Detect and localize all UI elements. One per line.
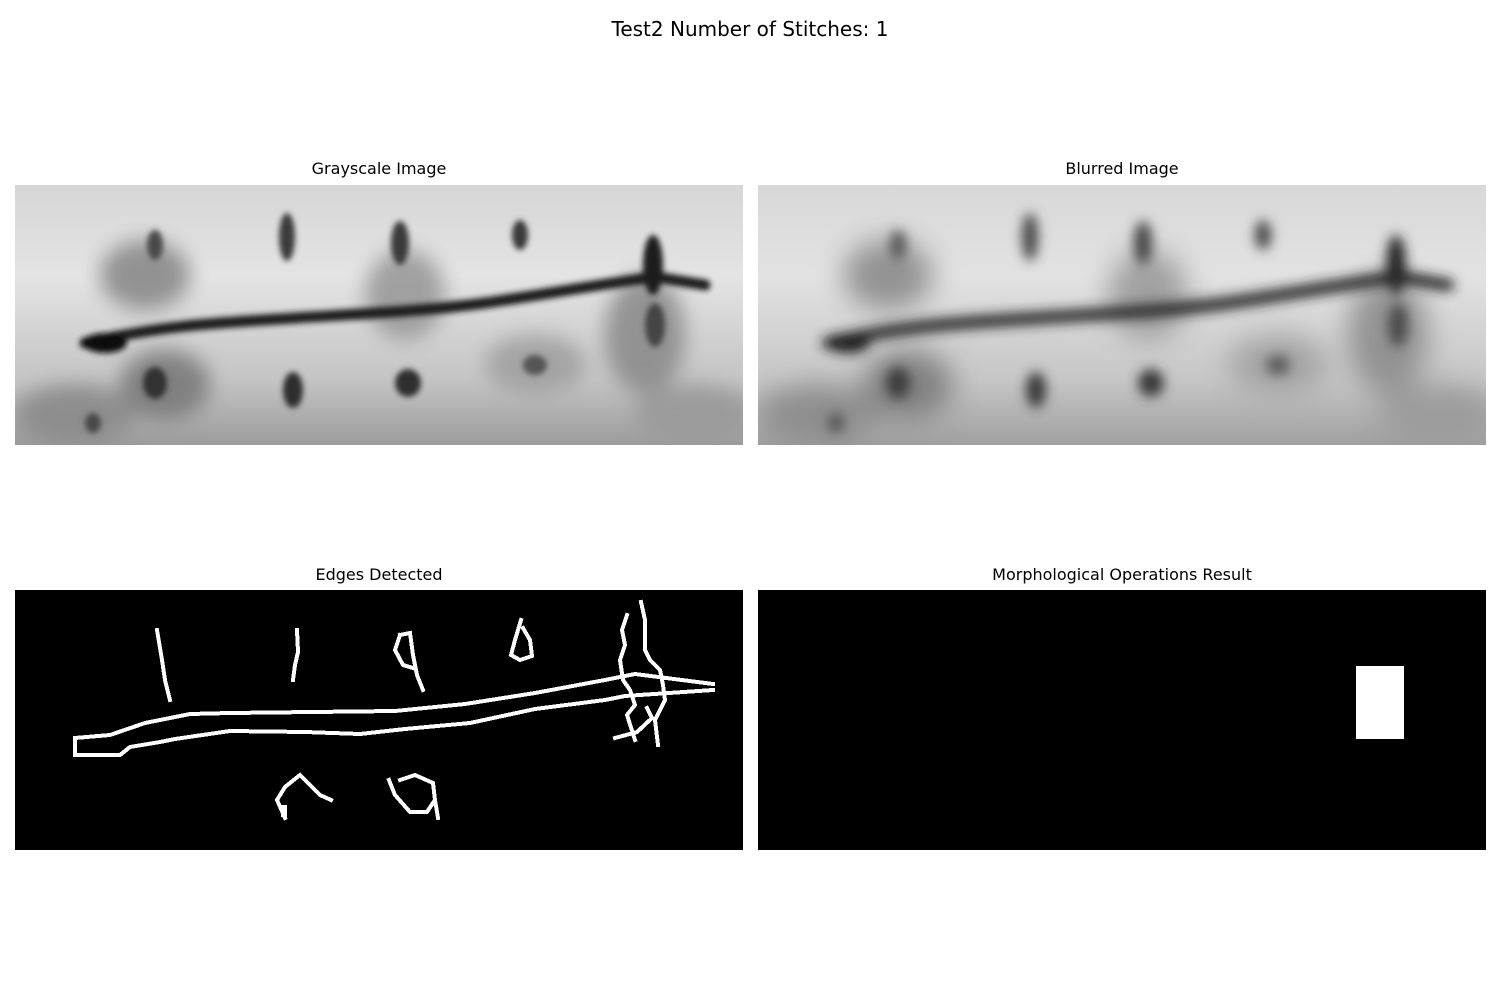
morphology-image (758, 590, 1486, 850)
blurred-image (758, 185, 1486, 445)
detected-stitch-region (1356, 666, 1404, 739)
grayscale-image (15, 185, 743, 445)
morphology-panel-title: Morphological Operations Result (992, 565, 1252, 584)
edges-image (15, 590, 743, 850)
figure-title: Test2 Number of Stitches: 1 (611, 17, 889, 41)
blurred-panel-title: Blurred Image (1065, 159, 1179, 178)
edges-panel-title: Edges Detected (315, 565, 443, 584)
grayscale-panel-title: Grayscale Image (311, 159, 447, 178)
